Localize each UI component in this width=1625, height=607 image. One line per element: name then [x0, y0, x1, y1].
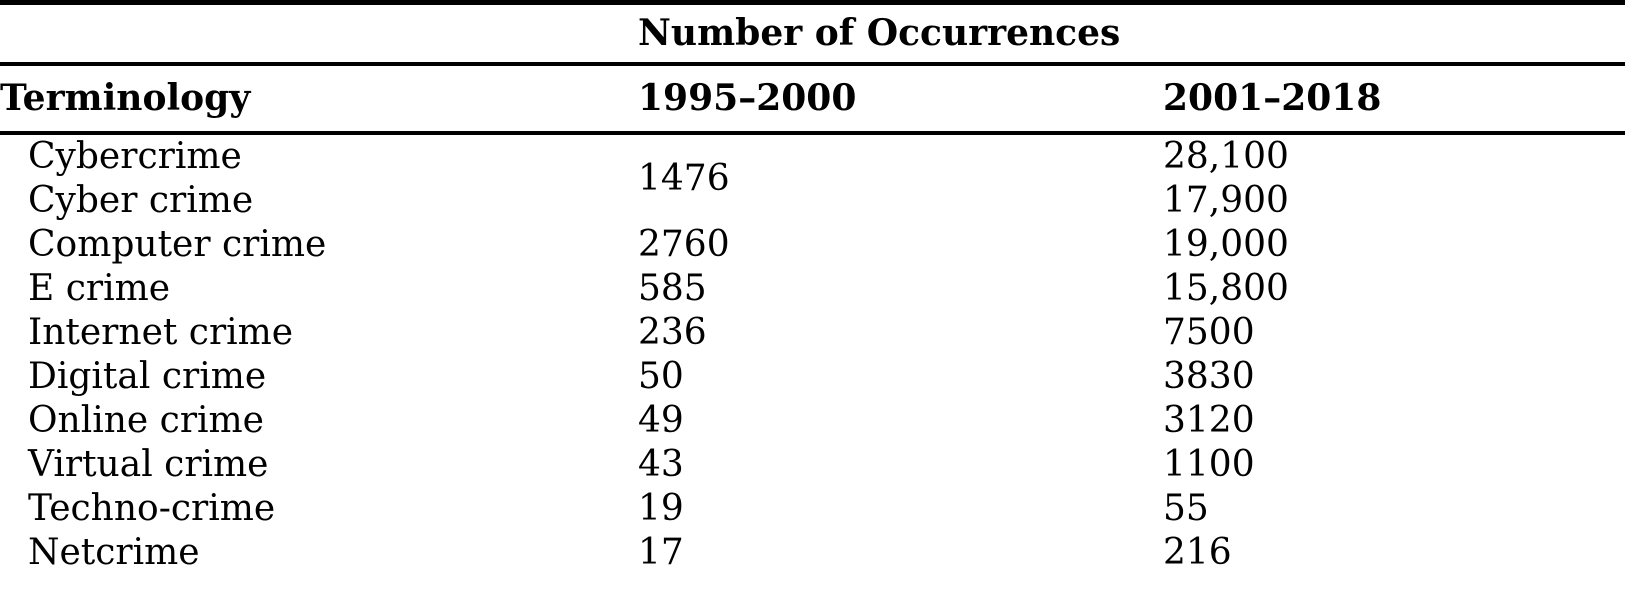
count-1995-2000-cell: 2760 — [638, 224, 730, 266]
spanning-header-label: Number of Occurrences — [638, 2, 1625, 66]
column-header-2001-2018: 2001–2018 — [1163, 64, 1625, 135]
count-2001-2018-cell: 216 — [1163, 532, 1232, 574]
count-1995-2000-cell: 19 — [638, 488, 684, 530]
spanning-header-spacer — [0, 2, 638, 66]
count-1995-2000-cell: 43 — [638, 444, 684, 486]
column-header-terminology: Terminology — [0, 64, 638, 135]
terminology-cell: Online crime — [28, 400, 264, 442]
terminology-cell: Internet crime — [28, 312, 294, 354]
column-header-row: Terminology 1995–2000 2001–2018 — [0, 64, 1625, 135]
occurrences-table: Number of Occurrences Terminology 1995–2… — [0, 0, 1625, 575]
table-row: Computer crime 2760 19,000 — [0, 223, 1625, 267]
table-header: Number of Occurrences Terminology 1995–2… — [0, 2, 1625, 135]
table-row: Internet crime 236 7500 — [0, 311, 1625, 355]
table-row: E crime 585 15,800 — [0, 267, 1625, 311]
terminology-cell: Cybercrime — [28, 136, 242, 178]
table-body: Cybercrime 1476 28,100 Cyber crime 17,900 Com… — [0, 133, 1625, 575]
count-2001-2018-cell: 15,800 — [1163, 268, 1289, 310]
count-2001-2018-cell: 7500 — [1163, 312, 1255, 354]
terminology-cell: Virtual crime — [28, 444, 269, 486]
table-row: Virtual crime 43 1100 — [0, 443, 1625, 487]
count-2001-2018-cell: 3830 — [1163, 356, 1255, 398]
table-row: Cybercrime 1476 28,100 — [0, 133, 1625, 199]
count-2001-2018-cell: 3120 — [1163, 400, 1255, 442]
count-2001-2018-cell: 28,100 — [1163, 136, 1289, 178]
terminology-cell: Cyber crime — [28, 180, 254, 222]
terminology-cell: E crime — [28, 268, 171, 310]
terminology-cell: Computer crime — [28, 224, 327, 266]
count-1995-2000-cell: 236 — [638, 312, 707, 354]
terminology-cell: Techno-crime — [28, 488, 276, 530]
terminology-cell: Netcrime — [28, 532, 200, 574]
spanning-header-row: Number of Occurrences — [0, 2, 1625, 66]
count-1995-2000-cell: 1476 — [638, 158, 730, 200]
table-row: Netcrime 17 216 — [0, 531, 1625, 575]
count-2001-2018-cell: 17,900 — [1163, 180, 1289, 222]
count-1995-2000-cell: 585 — [638, 268, 707, 310]
count-2001-2018-cell: 1100 — [1163, 444, 1255, 486]
count-1995-2000-cell: 17 — [638, 532, 684, 574]
table-row: Cyber crime 17,900 — [0, 179, 1625, 223]
count-1995-2000-cell: 49 — [638, 400, 684, 442]
table-row: Techno-crime 19 55 — [0, 487, 1625, 531]
column-header-1995-2000: 1995–2000 — [638, 64, 1163, 135]
table-row: Online crime 49 3120 — [0, 399, 1625, 443]
count-1995-2000-cell: 50 — [638, 356, 684, 398]
terminology-cell: Digital crime — [28, 356, 267, 398]
count-2001-2018-cell: 19,000 — [1163, 224, 1289, 266]
table-row: Digital crime 50 3830 — [0, 355, 1625, 399]
count-2001-2018-cell: 55 — [1163, 488, 1209, 530]
